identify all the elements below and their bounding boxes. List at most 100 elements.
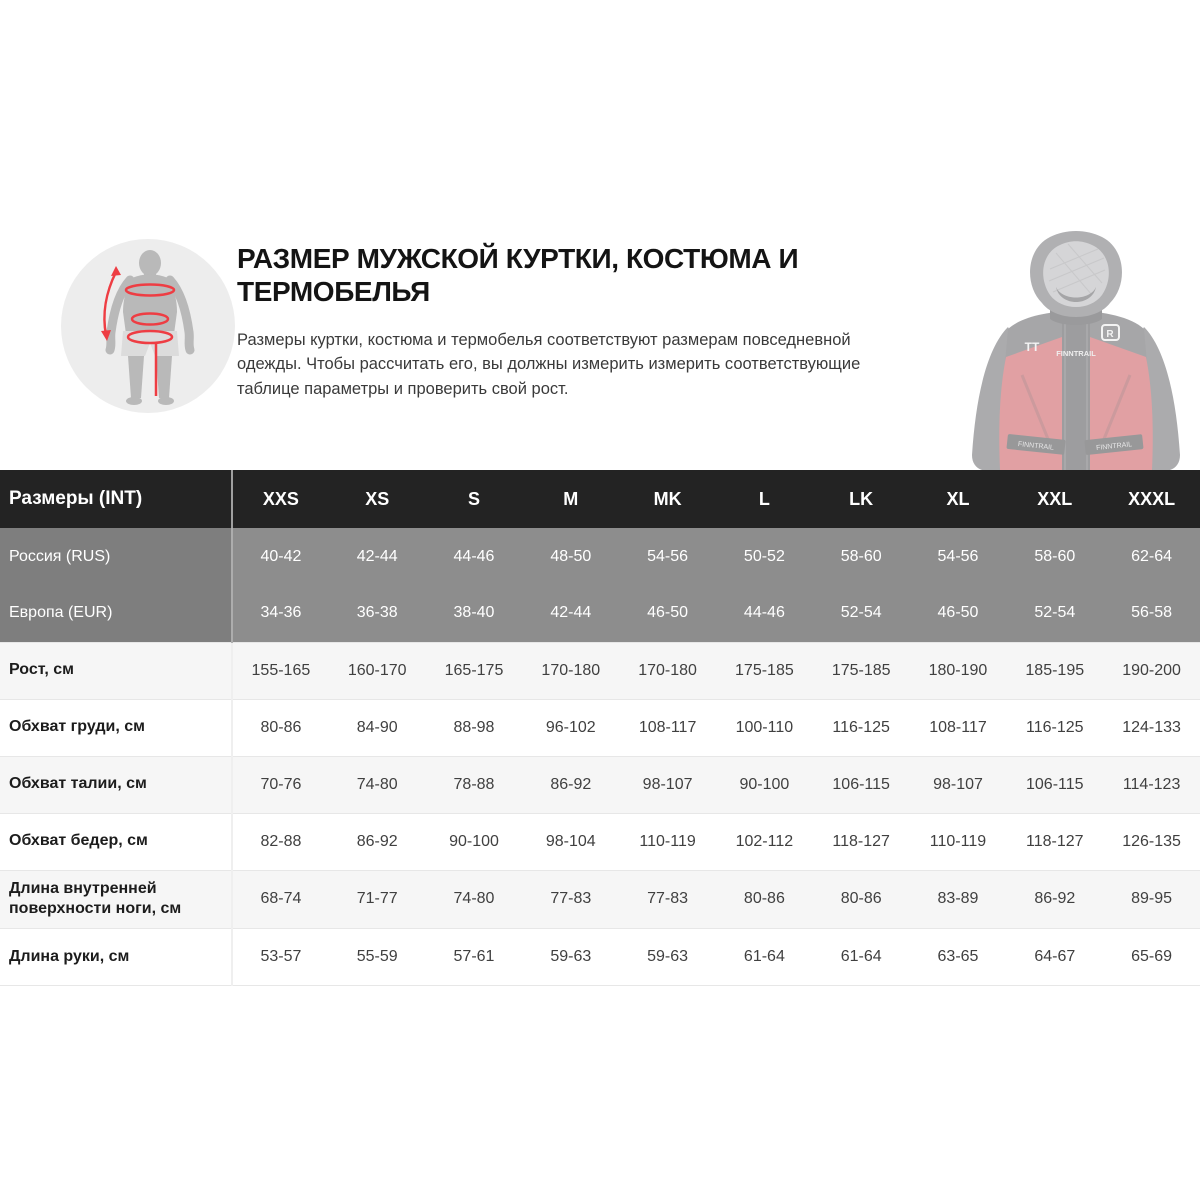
size-cell: 34-36	[232, 585, 329, 642]
size-cell: 36-38	[328, 585, 426, 642]
size-cell: 74-80	[425, 869, 523, 929]
size-cell: 46-50	[619, 585, 716, 642]
size-cell: 114-123	[1103, 755, 1200, 813]
table-row: Длина руки, см 53-57 55-59 57-61 59-63 59-63 6…	[0, 928, 1200, 987]
size-cell: 54-56	[619, 528, 716, 585]
size-cell: 63-65	[909, 928, 1007, 987]
table-body: Россия (RUS) 40-42 42-44 44-46 48-50 54-56 50-…	[0, 528, 1200, 987]
size-cell: 126-135	[1103, 812, 1200, 870]
size-cell: 80-86	[232, 698, 329, 756]
size-cell: 58-60	[1006, 528, 1104, 585]
size-cell: 54-56	[909, 528, 1007, 585]
jacket-logo-tt: TT	[1025, 340, 1040, 354]
table-row: Обхват груди, см 80-86 84-90 88-98 96-102 108…	[0, 698, 1200, 756]
size-cell: 106-115	[1006, 755, 1104, 813]
body-silhouette-measure-icon	[61, 239, 235, 413]
column-header-l: L	[715, 470, 813, 528]
size-cell: 52-54	[1006, 585, 1104, 642]
page-title: РАЗМЕР МУЖСКОЙ КУРТКИ, КОСТЮМА И ТЕРМОБЕ…	[237, 243, 799, 307]
column-header-xxs: XXS	[232, 470, 329, 528]
table-row: Рост, см 155-165 160-170 165-175 170-180 170-…	[0, 641, 1200, 699]
size-cell: 77-83	[619, 869, 716, 929]
size-cell: 71-77	[328, 869, 426, 929]
size-cell: 118-127	[1006, 812, 1104, 870]
size-cell: 175-185	[812, 641, 910, 699]
size-cell: 48-50	[522, 528, 620, 585]
table-header-row: Размеры (INT) XXS XS S M MK L LK XL XXL XXXL	[0, 470, 1200, 528]
jacket-illustration: R TT FINNTRAIL FINNTRAIL FINNTRAIL	[972, 231, 1180, 470]
table-corner-label: Размеры (INT)	[0, 470, 233, 528]
size-cell: 38-40	[425, 585, 523, 642]
table-header: Размеры (INT) XXS XS S M MK L LK XL XXL XXXL	[0, 470, 1200, 528]
column-header-xs: XS	[328, 470, 426, 528]
size-cell: 86-92	[328, 812, 426, 870]
size-cell: 64-67	[1006, 928, 1104, 987]
column-header-xl: XL	[909, 470, 1007, 528]
size-cell: 82-88	[232, 812, 329, 870]
size-cell: 170-180	[522, 641, 620, 699]
size-cell: 65-69	[1103, 928, 1200, 987]
size-cell: 180-190	[909, 641, 1007, 699]
row-label: Рост, см	[0, 641, 233, 699]
size-cell: 56-58	[1103, 585, 1200, 642]
size-cell: 58-60	[812, 528, 910, 585]
size-cell: 116-125	[812, 698, 910, 756]
size-cell: 74-80	[328, 755, 426, 813]
size-cell: 86-92	[1006, 869, 1104, 929]
size-table: Размеры (INT) XXS XS S M MK L LK XL XXL XXXL Росси…	[0, 470, 1200, 987]
size-cell: 155-165	[232, 641, 329, 699]
column-header-xxl: XXL	[1006, 470, 1104, 528]
table-row: Длина внутренней поверхности ноги, см 68-…	[0, 869, 1200, 929]
column-header-m: M	[522, 470, 620, 528]
size-cell: 165-175	[425, 641, 523, 699]
size-cell: 44-46	[715, 585, 813, 642]
size-cell: 89-95	[1103, 869, 1200, 929]
size-cell: 98-107	[619, 755, 716, 813]
jacket-image: R TT FINNTRAIL FINNTRAIL FINNTRAIL	[952, 225, 1200, 470]
table-row: Обхват талии, см 70-76 74-80 78-88 86-92 98-1…	[0, 755, 1200, 813]
column-header-s: S	[425, 470, 523, 528]
size-cell: 98-107	[909, 755, 1007, 813]
page-description: Размеры куртки, костюма и термобелья соо…	[237, 330, 861, 399]
size-cell: 98-104	[522, 812, 620, 870]
table-row: Россия (RUS) 40-42 42-44 44-46 48-50 54-56 50-…	[0, 528, 1200, 585]
size-cell: 108-117	[619, 698, 716, 756]
row-label: Обхват бедер, см	[0, 812, 233, 870]
jacket-strap-text-right: FINNTRAIL	[1096, 441, 1133, 452]
size-cell: 77-83	[522, 869, 620, 929]
size-cell: 106-115	[812, 755, 910, 813]
intro-text-block: РАЗМЕР МУЖСКОЙ КУРТКИ, КОСТЮМА И ТЕРМОБЕ…	[237, 243, 917, 402]
size-cell: 42-44	[522, 585, 620, 642]
size-cell: 84-90	[328, 698, 426, 756]
size-cell: 90-100	[715, 755, 813, 813]
size-cell: 170-180	[619, 641, 716, 699]
size-cell: 78-88	[425, 755, 523, 813]
size-cell: 42-44	[328, 528, 426, 585]
size-cell: 40-42	[232, 528, 329, 585]
size-cell: 96-102	[522, 698, 620, 756]
column-header-xxxl: XXXL	[1103, 470, 1200, 528]
size-cell: 55-59	[328, 928, 426, 987]
jacket-logo-r: R	[1106, 329, 1114, 340]
body-measurement-icon	[60, 238, 236, 414]
size-cell: 185-195	[1006, 641, 1104, 699]
size-cell: 86-92	[522, 755, 620, 813]
row-label: Обхват талии, см	[0, 755, 233, 813]
size-cell: 59-63	[522, 928, 620, 987]
size-cell: 70-76	[232, 755, 329, 813]
row-label: Длина внутренней поверхности ноги, см	[0, 869, 233, 929]
row-label: Россия (RUS)	[0, 528, 233, 585]
size-cell: 100-110	[715, 698, 813, 756]
size-cell: 80-86	[715, 869, 813, 929]
size-cell: 83-89	[909, 869, 1007, 929]
row-label: Европа (EUR)	[0, 585, 233, 642]
jacket-brand-text: FINNTRAIL	[1056, 349, 1096, 358]
size-cell: 68-74	[232, 869, 329, 929]
row-label: Длина руки, см	[0, 928, 233, 987]
size-cell: 62-64	[1103, 528, 1200, 585]
size-cell: 175-185	[715, 641, 813, 699]
column-header-lk: LK	[812, 470, 910, 528]
size-cell: 52-54	[812, 585, 910, 642]
size-cell: 44-46	[425, 528, 523, 585]
